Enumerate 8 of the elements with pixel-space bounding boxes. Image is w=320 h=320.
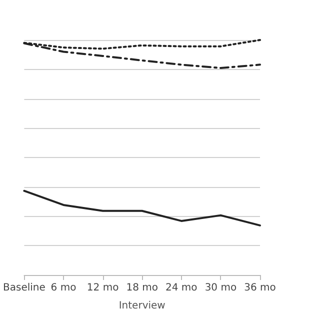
x-tick-label: Baseline (2, 282, 46, 294)
x-tick-label: 36 mo (244, 282, 276, 294)
x-tick-label: 18 mo (126, 282, 158, 294)
x-tick-label: 24 mo (166, 282, 198, 294)
x-axis-title: Interview (118, 300, 166, 312)
x-tick-label: 30 mo (204, 282, 237, 294)
x-tick-label: 12 mo (86, 282, 119, 294)
x-tick-label: 6 mo (50, 282, 76, 294)
